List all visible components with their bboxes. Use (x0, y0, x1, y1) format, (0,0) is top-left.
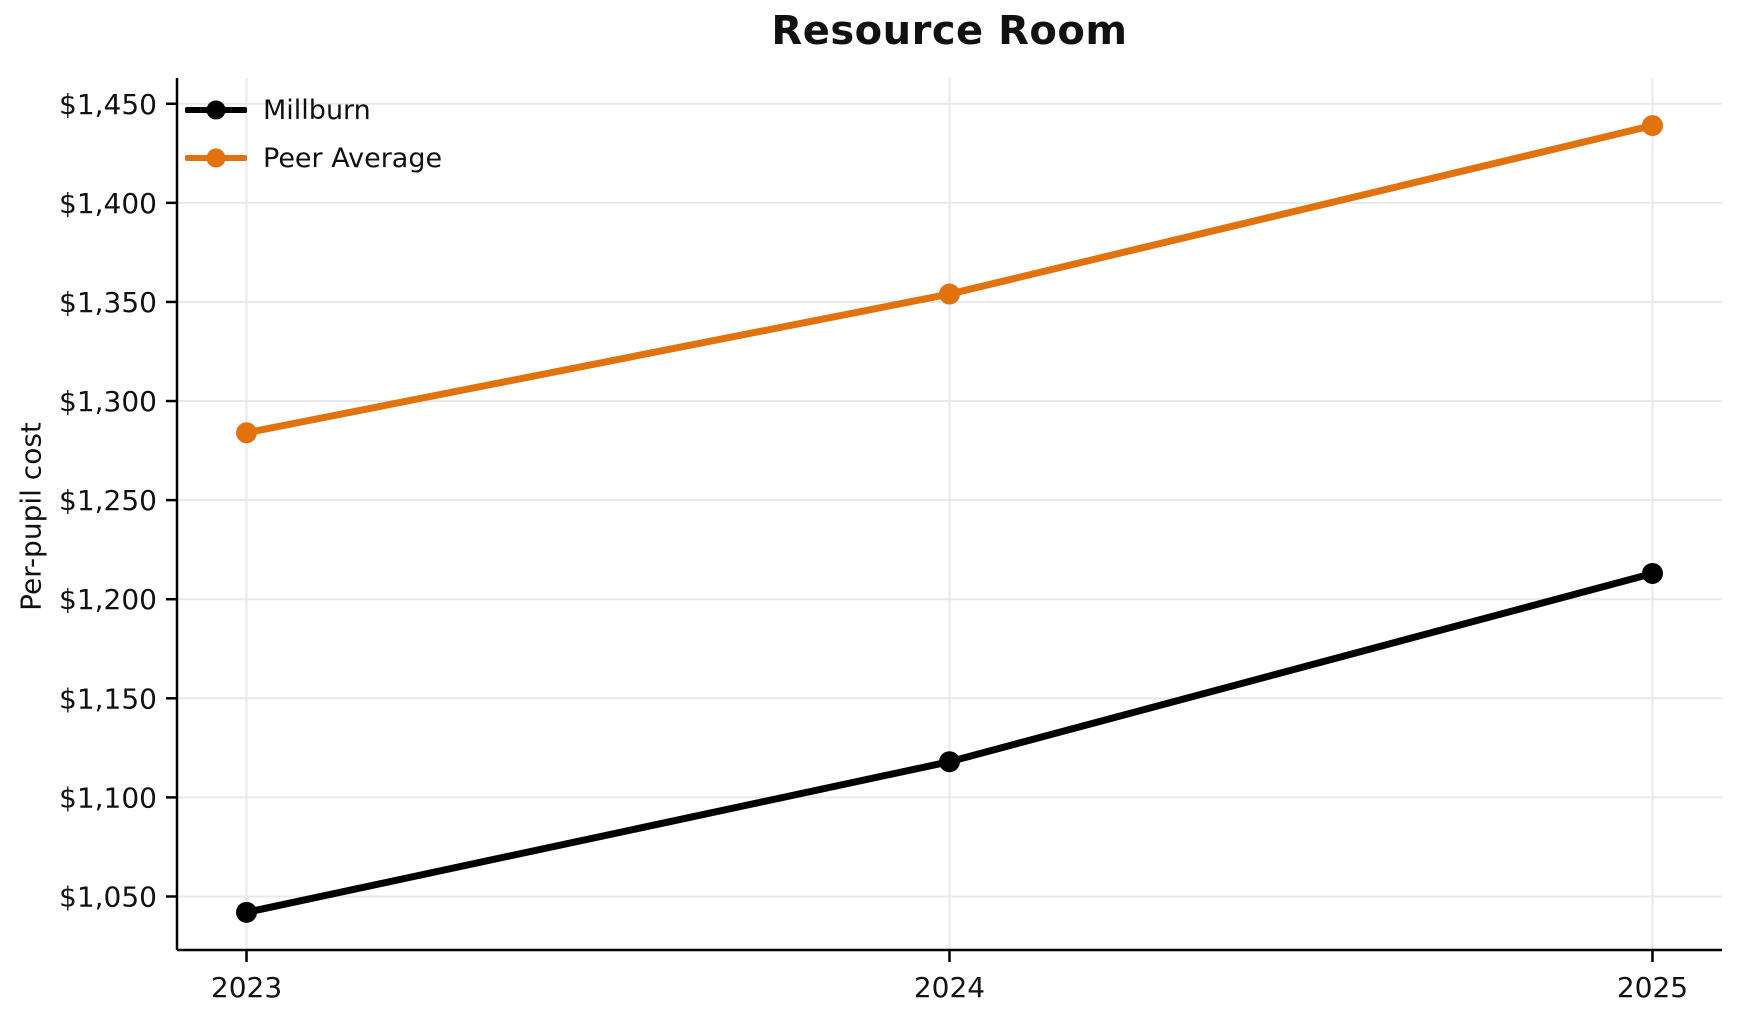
data-point-marker (236, 901, 258, 923)
legend-item-peer-average: Peer Average (185, 138, 442, 178)
x-tick-label: 2025 (1617, 971, 1688, 1004)
legend-line-sample (185, 148, 247, 168)
y-tick-label: $1,350 (59, 286, 157, 319)
x-tick-label: 2024 (914, 971, 985, 1004)
legend-item-millburn: Millburn (185, 90, 442, 130)
data-point-marker (939, 283, 960, 305)
y-tick-label: $1,050 (59, 880, 157, 913)
chart-title: Resource Room (771, 8, 1128, 54)
data-point-marker (1641, 115, 1663, 137)
data-point-marker (236, 422, 258, 444)
y-tick-label: $1,200 (59, 583, 157, 616)
legend: Millburn Peer Average (185, 90, 442, 178)
y-tick-label: $1,300 (59, 385, 157, 418)
y-tick-label: $1,100 (59, 781, 157, 814)
y-tick-label: $1,150 (59, 682, 157, 715)
legend-sample-marker-icon (206, 148, 226, 168)
legend-sample-marker-icon (206, 100, 226, 120)
y-tick-label: $1,400 (59, 187, 157, 220)
data-point-marker (1641, 562, 1663, 584)
y-tick-label: $1,450 (59, 88, 157, 121)
y-tick-label: $1,250 (59, 484, 157, 517)
data-point-marker (939, 751, 960, 773)
x-tick-label: 2023 (211, 971, 282, 1004)
legend-label: Millburn (263, 94, 371, 126)
legend-line-sample (185, 100, 247, 120)
legend-label: Peer Average (263, 142, 443, 174)
